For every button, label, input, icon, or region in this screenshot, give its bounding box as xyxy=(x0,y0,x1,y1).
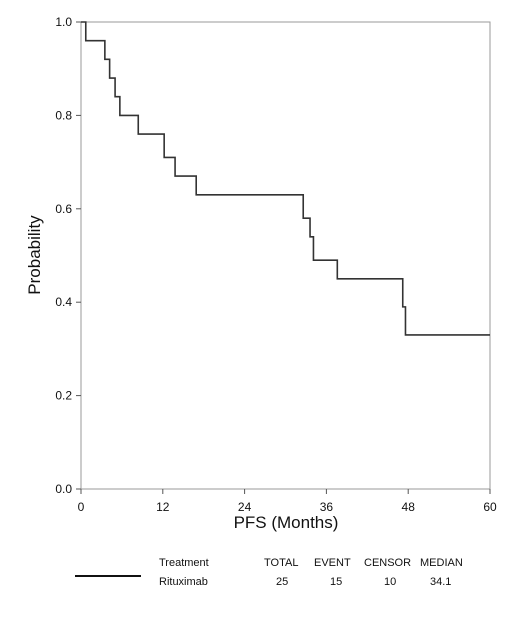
y-axis-ticks: 0.0 0.2 0.4 0.6 0.8 1.0 xyxy=(55,15,81,496)
x-tick-label: 48 xyxy=(402,500,416,514)
x-tick-label: 60 xyxy=(483,500,497,514)
y-tick-label: 1.0 xyxy=(55,15,72,29)
y-axis-title: Probability xyxy=(25,215,44,295)
x-axis-ticks: 0 12 24 36 48 60 xyxy=(78,489,497,514)
y-tick-label: 0.6 xyxy=(55,202,72,216)
y-tick-label: 0.2 xyxy=(55,389,72,403)
y-tick-label: 0.0 xyxy=(55,482,72,496)
y-tick-label: 0.8 xyxy=(55,108,72,122)
y-tick-label: 0.4 xyxy=(55,295,72,309)
x-axis-title: PFS (Months) xyxy=(234,513,339,532)
x-tick-label: 36 xyxy=(320,500,334,514)
plot-frame xyxy=(80,21,491,490)
series-rituximab-curve xyxy=(81,21,490,336)
x-tick-label: 12 xyxy=(156,500,170,514)
x-tick-label: 0 xyxy=(78,500,85,514)
survival-curves xyxy=(81,21,490,336)
x-tick-label: 24 xyxy=(238,500,252,514)
